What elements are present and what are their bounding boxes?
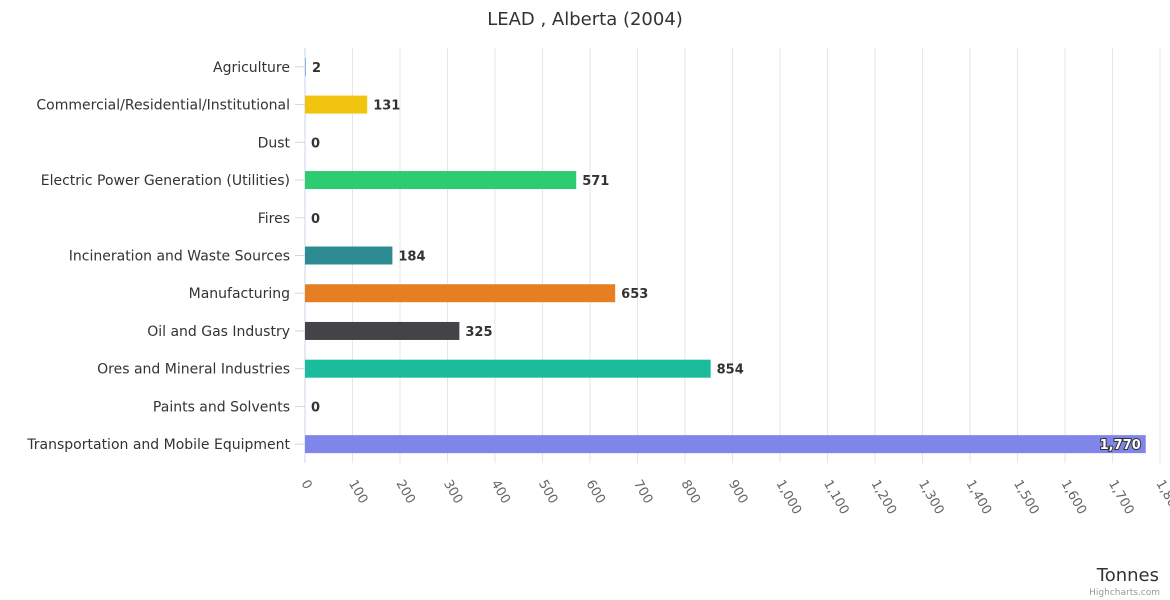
data-label: 2 xyxy=(312,61,321,76)
data-label: 653 xyxy=(621,287,648,302)
x-axis-tick-labels: 0 100 200 300 400 500 600 700 800 900 1,000 1,100 1,… xyxy=(298,478,1170,518)
category-label: Ores and Mineral Industries xyxy=(97,362,290,378)
data-label: 131 xyxy=(373,99,400,114)
x-tick-label: 700 xyxy=(630,478,655,507)
x-tick-label: 400 xyxy=(488,478,513,507)
bar[interactable] xyxy=(305,95,368,114)
gridlines xyxy=(295,48,1161,463)
category-label: Transportation and Mobile Equipment xyxy=(26,437,290,453)
x-tick-label: 0 xyxy=(298,478,315,493)
chart-title: LEAD , Alberta (2004) xyxy=(487,9,683,30)
x-tick-label: 100 xyxy=(345,478,370,507)
data-label: 0 xyxy=(311,136,320,151)
x-tick-label: 1,600 xyxy=(1058,478,1090,518)
x-tick-label: 1,500 xyxy=(1010,478,1042,518)
bar[interactable] xyxy=(305,57,306,76)
x-tick-label: 900 xyxy=(725,478,750,507)
x-tick-label: 1,100 xyxy=(820,478,852,518)
bar[interactable] xyxy=(305,284,616,303)
x-tick-label: 300 xyxy=(440,478,465,507)
bar[interactable] xyxy=(305,171,577,190)
data-label: 325 xyxy=(465,325,492,340)
x-tick-label: 1,200 xyxy=(868,478,900,518)
data-label: 0 xyxy=(311,212,320,227)
category-label: Agriculture xyxy=(213,60,290,76)
x-tick-label: 500 xyxy=(535,478,560,507)
category-label: Oil and Gas Industry xyxy=(147,324,290,340)
bar[interactable] xyxy=(305,435,1146,454)
data-label: 184 xyxy=(398,250,425,265)
bar[interactable] xyxy=(305,359,711,378)
data-label: 0 xyxy=(311,400,320,415)
data-label: 854 xyxy=(717,363,744,378)
x-tick-label: 600 xyxy=(583,478,608,507)
x-axis-title: Tonnes xyxy=(1096,565,1159,586)
x-tick-label: 200 xyxy=(393,478,418,507)
x-tick-label: 1,700 xyxy=(1105,478,1137,518)
category-label: Fires xyxy=(258,211,290,227)
data-label: 1,770 xyxy=(1100,438,1141,453)
category-label: Electric Power Generation (Utilities) xyxy=(41,173,290,189)
category-label: Dust xyxy=(258,135,291,151)
x-tick-label: 1,300 xyxy=(915,478,947,518)
category-label: Incineration and Waste Sources xyxy=(69,249,290,265)
category-label: Paints and Solvents xyxy=(153,399,290,415)
x-tick-label: 800 xyxy=(678,478,703,507)
x-tick-label: 1,800 xyxy=(1153,478,1170,518)
category-label: Manufacturing xyxy=(189,286,290,302)
x-tick-label: 1,000 xyxy=(773,478,805,518)
data-label: 571 xyxy=(582,174,609,189)
category-label: Commercial/Residential/Institutional xyxy=(36,98,290,114)
bar[interactable] xyxy=(305,246,393,265)
category-labels: Agriculture Commercial/Residential/Instit… xyxy=(26,60,290,453)
credits[interactable]: Highcharts.com xyxy=(1089,588,1160,598)
x-tick-label: 1,400 xyxy=(963,478,995,518)
bars xyxy=(305,57,1146,454)
bar[interactable] xyxy=(305,321,460,340)
data-labels: 2 131 0 571 0 184 653 325 854 0 1,770 xyxy=(311,61,1142,454)
